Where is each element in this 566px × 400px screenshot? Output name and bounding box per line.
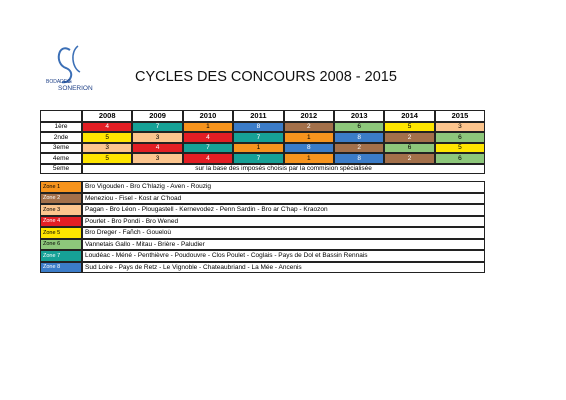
zone-label: Zone 5	[40, 227, 82, 239]
zone-cell: 7	[132, 121, 183, 132]
zone-cell: 1	[233, 142, 284, 153]
zone-cell: 6	[434, 153, 486, 164]
zone-cell: 8	[283, 142, 334, 153]
zone-cell: 4	[132, 142, 183, 153]
zone-cell: 7	[233, 132, 284, 143]
logo-text: AR	[67, 80, 72, 84]
row-label: 1ère	[40, 121, 82, 132]
zone-label: Zone 2	[40, 192, 82, 204]
zone-cell: 6	[434, 132, 486, 143]
zone-cell: 2	[384, 132, 435, 143]
year-header: 2012	[283, 110, 334, 122]
zone-cell: 3	[434, 121, 486, 132]
zone-cell: 5	[82, 153, 133, 164]
zone-text: Pourlet - Bro Pondi - Bro Wened	[82, 215, 486, 227]
zone-cell: 4	[82, 121, 133, 132]
zone-cell: 3	[82, 142, 133, 153]
zone-text: Sud Loire - Pays de Retz - Le Vignoble -…	[82, 261, 486, 273]
zone-label: Zone 8	[40, 261, 82, 273]
title: CYCLES DES CONCOURS 2008 - 2015	[135, 69, 397, 85]
zone-text: Bro Vigouden - Bro C'hlazig - Aven - Rou…	[82, 181, 486, 193]
zone-cell: 7	[233, 153, 284, 164]
logo-text: SONERION	[58, 85, 93, 92]
zone-cell: 3	[132, 153, 183, 164]
logo: BODADEG AR SONERION	[46, 45, 93, 92]
zone-label: Zone 1	[40, 181, 82, 193]
zone-cell: 2	[384, 153, 435, 164]
year-header: 2011	[233, 110, 284, 122]
row-label: 4eme	[40, 153, 82, 164]
year-header: 2013	[334, 110, 385, 122]
zone-text: Bro Dreger - Fañch - Goueloù	[82, 227, 486, 239]
year-header: 2015	[434, 110, 486, 122]
zone-cell: 4	[182, 132, 234, 143]
zone-text: Pagan - Bro Léon - Plougastell - Kernevo…	[82, 204, 486, 216]
header-corner	[40, 110, 82, 122]
zone-text: Loudéac - Méné - Penthièvre - Poudouvre …	[82, 250, 486, 262]
zone-label: Zone 6	[40, 238, 82, 250]
zone-cell: 8	[233, 121, 284, 132]
zone-cell: 8	[334, 153, 385, 164]
zone-cell: 1	[283, 153, 334, 164]
zone-label: Zone 4	[40, 215, 82, 227]
zone-cell: 5	[384, 121, 435, 132]
zone-text: Meneziou - Fisel - Kost ar C'hoad	[82, 192, 486, 204]
zone-cell: 1	[182, 121, 234, 132]
logo-text: BODADEG	[46, 79, 71, 85]
zone-cell: 5	[82, 132, 133, 143]
year-header: 2014	[384, 110, 435, 122]
zone-cell: 7	[182, 142, 234, 153]
zone-label: Zone 3	[40, 204, 82, 216]
zone-cell: 5	[434, 142, 486, 153]
zone-text: Vannetais Gallo - Mitau - Brière - Palud…	[82, 238, 486, 250]
zone-cell: 3	[132, 132, 183, 143]
year-header: 2010	[182, 110, 234, 122]
zone-cell: 6	[334, 121, 385, 132]
zone-cell: 8	[334, 132, 385, 143]
row-label: 2nde	[40, 132, 82, 143]
year-header: 2009	[132, 110, 183, 122]
zone-cell: 2	[283, 121, 334, 132]
zone-label: Zone 7	[40, 250, 82, 262]
row-label: 3eme	[40, 142, 82, 153]
year-header: 2008	[82, 110, 133, 122]
row-label: 5eme	[40, 163, 82, 174]
zone-cell: 1	[283, 132, 334, 143]
zone-cell: 2	[334, 142, 385, 153]
zone-cell: 6	[384, 142, 435, 153]
zone-cell: 4	[182, 153, 234, 164]
note: sur la base des imposés choisis par la c…	[82, 163, 486, 174]
